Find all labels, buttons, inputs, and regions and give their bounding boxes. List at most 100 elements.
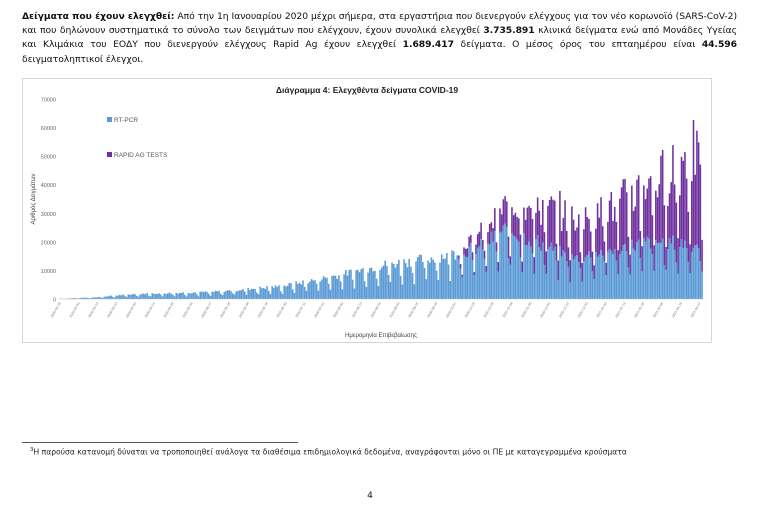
bar-rt-pcr — [476, 247, 479, 299]
bar-rt-pcr — [353, 288, 356, 299]
bar-rt-pcr — [230, 291, 232, 299]
bar-rapid-ag — [502, 199, 505, 226]
bar-rt-pcr — [208, 293, 210, 299]
bar-rapid-ag — [685, 178, 688, 249]
bar-rt-pcr — [384, 260, 386, 299]
bar-rt-pcr — [278, 285, 280, 299]
bar-rt-pcr — [639, 258, 642, 299]
bar-rapid-ag — [636, 179, 638, 243]
bar-rapid-ag — [470, 234, 472, 243]
bar-rt-pcr — [375, 278, 378, 299]
bar-rt-pcr — [220, 293, 222, 299]
bar-rapid-ag — [646, 188, 649, 237]
bar-rt-pcr — [136, 295, 138, 299]
y-tick-label: 10000 — [41, 269, 56, 275]
bar-rt-pcr — [598, 254, 601, 299]
bar-rt-pcr — [607, 251, 609, 299]
bar-rt-pcr — [329, 289, 332, 299]
x-axis-label: Ημερομηνία Επιβεβαίωσης — [345, 333, 417, 339]
bar-rapid-ag — [485, 266, 488, 272]
bar-rapid-ag — [555, 243, 558, 261]
bar-rt-pcr — [482, 249, 484, 299]
bar-rt-pcr — [315, 283, 318, 299]
bar-rt-pcr — [237, 290, 239, 299]
x-tick-label: 2020-11-09 — [502, 301, 514, 318]
bar-rt-pcr — [624, 244, 626, 299]
bar-rt-pcr — [632, 248, 635, 299]
bar-rt-pcr — [548, 246, 551, 299]
bar-rapid-ag — [643, 185, 645, 239]
x-tick-label: 2020-08-13 — [351, 301, 363, 318]
bar-rt-pcr — [255, 292, 258, 299]
bar-rt-pcr — [96, 297, 99, 299]
bar-rt-pcr — [542, 242, 544, 299]
bar-rt-pcr — [574, 256, 577, 299]
bar-rt-pcr — [324, 277, 327, 299]
bar-rt-pcr — [470, 242, 472, 299]
bar-rt-pcr — [488, 244, 491, 299]
bar-rapid-ag — [651, 215, 654, 254]
bar-rt-pcr — [401, 284, 404, 299]
bar-rt-pcr — [166, 293, 169, 299]
bar-rt-pcr — [651, 253, 654, 299]
bar-rt-pcr — [89, 298, 92, 299]
bar-rt-pcr — [267, 290, 270, 299]
x-tick-label: 2021-01-14 — [614, 301, 626, 318]
bar-rt-pcr — [416, 257, 419, 299]
bar-rt-pcr — [161, 296, 164, 299]
bar-rapid-ag — [577, 214, 580, 263]
bar-rt-pcr — [113, 297, 116, 299]
x-tick-label: 2020-04-14 — [144, 301, 156, 318]
bar-rt-pcr — [435, 270, 438, 299]
bar-rt-pcr — [247, 287, 249, 299]
bar-rapid-ag — [615, 221, 618, 261]
bar-rt-pcr — [519, 257, 522, 299]
bar-rt-pcr — [663, 265, 666, 299]
bar-rt-pcr — [593, 279, 595, 299]
bar-rt-pcr — [228, 290, 231, 299]
bar-rt-pcr — [288, 283, 291, 299]
bar-rapid-ag — [509, 256, 512, 265]
bar-rapid-ag — [519, 234, 522, 258]
x-tick-label: 2020-05-06 — [182, 301, 194, 318]
bar-rt-pcr — [358, 272, 361, 299]
bar-rt-pcr — [560, 256, 563, 299]
bar-rt-pcr — [199, 291, 202, 299]
bar-rapid-ag — [466, 248, 469, 258]
bar-rt-pcr — [576, 255, 578, 299]
bar-rt-pcr — [250, 288, 253, 299]
paragraph-lead: Δείγματα που έχουν ελεγχθεί: — [22, 11, 175, 22]
bar-rapid-ag — [601, 226, 604, 256]
paragraph-text-1: Από την 1η Ιανουαρίου 2020 μέχρι σήμερα,… — [22, 11, 737, 37]
bar-rt-pcr — [338, 275, 340, 299]
bar-rapid-ag — [528, 205, 530, 242]
bar-rt-pcr — [196, 294, 198, 299]
legend-label-rt-pcr: RT-PCR — [114, 117, 138, 124]
bar-rt-pcr — [591, 271, 594, 299]
bar-rt-pcr — [504, 223, 506, 299]
bar-rapid-ag — [483, 250, 486, 259]
bar-rapid-ag — [463, 247, 465, 255]
bar-rapid-ag — [649, 176, 652, 249]
bar-rapid-ag — [497, 261, 500, 272]
bar-rt-pcr — [699, 261, 702, 299]
bar-rapid-ag — [607, 221, 609, 252]
bar-rt-pcr — [473, 274, 476, 299]
bar-rapid-ag — [487, 232, 489, 244]
bar-rt-pcr — [631, 239, 633, 299]
bar-rt-pcr — [223, 292, 225, 299]
bar-rapid-ag — [682, 160, 685, 248]
bar-rt-pcr — [447, 264, 450, 299]
bar-rt-pcr — [512, 235, 515, 299]
bar-rt-pcr — [601, 255, 604, 299]
bar-rt-pcr — [679, 247, 681, 299]
bar-rapid-ag — [584, 207, 587, 257]
bar-rt-pcr — [264, 288, 267, 299]
bar-rt-pcr — [322, 276, 325, 299]
y-tick-label: 70000 — [41, 98, 56, 104]
bar-rapid-ag — [689, 244, 691, 274]
bar-rt-pcr — [612, 254, 614, 299]
bar-rt-pcr — [552, 250, 554, 299]
bar-rt-pcr — [389, 281, 392, 299]
bar-rt-pcr — [319, 281, 321, 299]
